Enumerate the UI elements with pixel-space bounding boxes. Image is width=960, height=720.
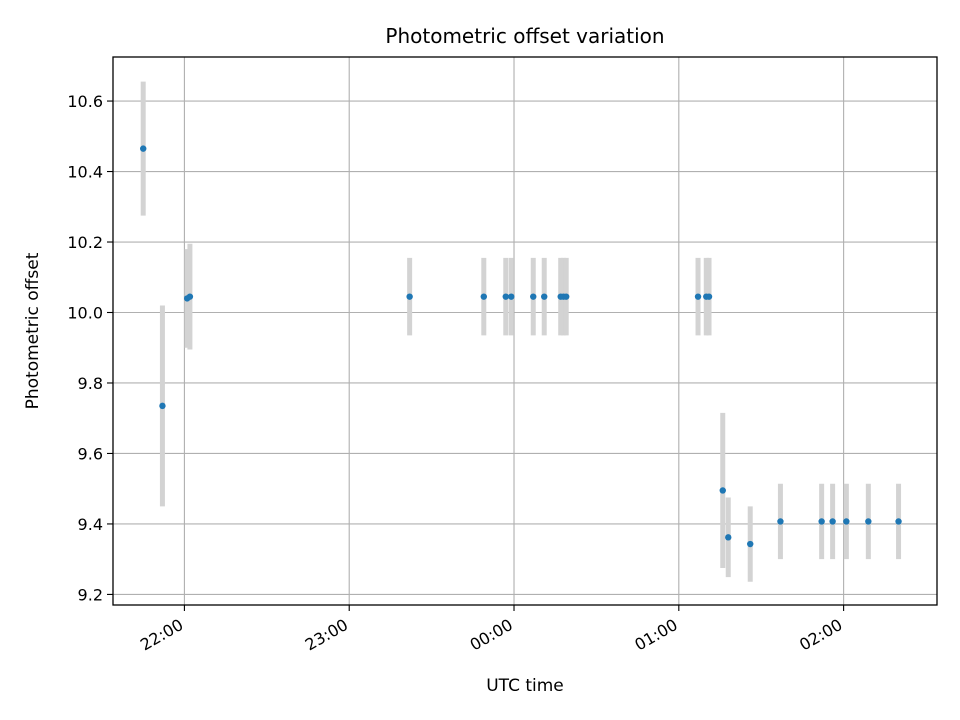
y-tick-label: 10.6 (67, 92, 103, 111)
data-point (563, 293, 570, 300)
data-point (508, 293, 515, 300)
y-tick-label: 10.0 (67, 303, 103, 322)
data-point (777, 518, 784, 525)
y-tick-label: 10.4 (67, 163, 103, 182)
y-tick-label: 10.2 (67, 233, 103, 252)
data-point (818, 518, 825, 525)
y-axis-title: Photometric offset (23, 252, 43, 409)
plot-frame (112, 56, 938, 606)
data-point (705, 293, 713, 300)
data-point (829, 518, 836, 525)
data-point (843, 518, 850, 525)
data-point (719, 487, 726, 494)
data-point (895, 518, 902, 525)
y-tick-label: 9.8 (78, 374, 103, 393)
data-point (406, 293, 413, 300)
data-point (480, 293, 487, 300)
y-tick-label: 9.2 (78, 585, 103, 604)
data-point (747, 540, 754, 548)
data-point (140, 145, 147, 152)
data-point (186, 293, 194, 300)
x-axis-title: UTC time (486, 676, 564, 696)
data-points (140, 145, 902, 548)
y-tick-label: 9.4 (78, 515, 103, 534)
y-tick-label: 9.6 (78, 444, 103, 463)
y-axis: 9.2 9.4 9.6 9.8 10.0 10.2 10.4 10.6 (67, 92, 113, 604)
data-point (159, 402, 166, 410)
data-point (865, 518, 872, 525)
chart-title: Photometric offset variation (385, 24, 664, 48)
data-point (541, 293, 548, 300)
data-point (502, 293, 509, 300)
data-point (530, 293, 537, 300)
data-point (694, 293, 702, 300)
data-point (725, 534, 732, 541)
grid (113, 57, 937, 605)
